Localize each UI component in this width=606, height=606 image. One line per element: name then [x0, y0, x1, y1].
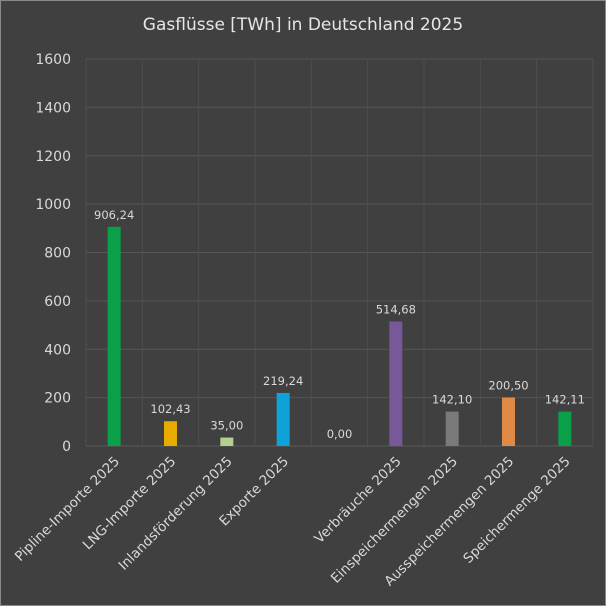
x-tick-label: Speichermenge 2025	[460, 454, 573, 567]
y-tick-label: 1000	[35, 197, 71, 213]
data-label: 514,68	[376, 303, 416, 317]
data-label: 102,43	[150, 402, 190, 416]
data-label: 142,10	[432, 393, 472, 407]
x-tick-label: Pipline-Importe 2025	[12, 454, 123, 565]
y-tick-label: 400	[44, 342, 71, 358]
y-tick-label: 600	[44, 294, 71, 310]
data-label: 35,00	[210, 419, 243, 433]
y-tick-label: 1600	[35, 52, 71, 68]
chart-title: Gasflüsse [TWh] in Deutschland 2025	[142, 15, 464, 35]
data-label: 142,11	[545, 393, 585, 407]
x-tick-label: Inlandsförderung 2025	[116, 454, 236, 574]
y-tick-label: 800	[44, 246, 71, 262]
bar	[107, 226, 121, 446]
y-tick-label: 1400	[35, 100, 71, 116]
data-label: 219,24	[263, 374, 303, 388]
data-label: 200,50	[488, 379, 528, 393]
y-tick-label: 200	[44, 391, 71, 407]
bar	[502, 397, 515, 446]
bar	[558, 411, 572, 446]
bar	[276, 392, 290, 446]
y-tick-label: 0	[62, 439, 71, 455]
data-label: 906,24	[94, 208, 134, 222]
data-label: 0,00	[327, 427, 353, 441]
bar	[220, 437, 234, 446]
y-tick-label: 1200	[35, 149, 71, 165]
bar	[164, 421, 177, 446]
bar	[389, 321, 403, 446]
x-tick-label: LNG-Importe 2025	[80, 454, 180, 554]
bar	[445, 411, 459, 446]
